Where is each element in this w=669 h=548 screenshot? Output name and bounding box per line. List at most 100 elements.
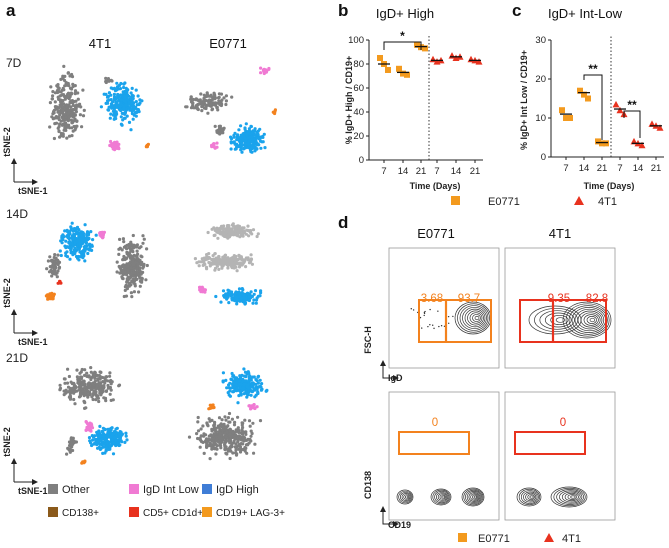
tsne-point: [193, 257, 197, 261]
flow-4t1-igd-contour: [544, 312, 572, 328]
tsne-point: [82, 254, 86, 258]
tsne-point: [128, 243, 132, 247]
tsne-e0771-21d: [187, 367, 269, 461]
panel-c-point: [567, 115, 573, 121]
tsne-point: [118, 237, 122, 241]
flow-event: [438, 325, 440, 328]
tsne-point: [64, 128, 68, 132]
tsne-point: [250, 146, 255, 150]
tsne-point: [210, 427, 214, 431]
tsne-point: [256, 129, 260, 133]
tsne-point: [130, 86, 134, 90]
tsne-point: [79, 105, 83, 109]
tsne-point: [196, 415, 200, 420]
tsne-point: [104, 375, 108, 379]
flow-e0771-cd138-contour: [430, 488, 452, 506]
tsne-point: [218, 443, 222, 447]
tsne-point: [81, 231, 85, 235]
panel-c-xlabel: Time (Days): [584, 181, 635, 191]
tsne-point: [205, 423, 209, 427]
tsne-point: [254, 393, 258, 397]
flow-e0771-igd-gate: [418, 299, 492, 343]
tsne-point: [206, 111, 210, 115]
tsne-point: [230, 441, 234, 446]
flow-event: [429, 308, 431, 311]
tsne-point: [249, 257, 253, 261]
tsne-point: [108, 392, 112, 396]
flow-e0771-cd138-contour: [401, 493, 411, 501]
tsne-point: [46, 259, 51, 263]
flow-4t1-igd-contour: [586, 316, 597, 324]
flow-e0771-cd138-contour: [466, 491, 482, 503]
flow-e0771-cd138-contour: [441, 495, 445, 499]
tsne-point: [226, 391, 230, 395]
tsne-point: [78, 241, 82, 245]
tsne-point: [213, 432, 217, 436]
tsne-point: [90, 426, 95, 430]
tsne-point: [195, 105, 199, 109]
tsne-point: [249, 378, 253, 382]
tsne-point: [220, 428, 225, 433]
tsne-point: [81, 238, 85, 242]
tsne-point: [131, 260, 135, 264]
tsne-point: [236, 438, 240, 442]
tsne-point: [89, 441, 93, 445]
flow-e0771-igd-contour: [462, 306, 487, 330]
tsne-point: [98, 447, 102, 451]
tsne-point: [119, 430, 123, 434]
tsne-point: [255, 296, 259, 300]
flow-e0771-cd138-contour: [465, 489, 483, 505]
tsne-point: [215, 264, 219, 268]
gate-e0771-right-value: 93.7: [458, 293, 480, 305]
tsne-point: [209, 433, 213, 437]
tsne-point: [240, 143, 244, 147]
tsne-point: [227, 411, 232, 416]
tsne-point: [61, 237, 65, 242]
tsne-point: [109, 388, 113, 392]
tsne-point: [111, 100, 115, 104]
legend-a-label-1: IgD Int Low: [143, 484, 199, 496]
tsne-point: [67, 241, 71, 245]
tsne-point: [248, 386, 252, 390]
tsne-point: [185, 105, 189, 109]
tsne-point: [225, 292, 229, 296]
tsne-point: [242, 293, 246, 297]
tsne-axis-x-arrow: [32, 179, 38, 185]
tsne-point: [132, 290, 136, 294]
tsne-point: [258, 378, 262, 382]
tsne-point: [55, 275, 59, 279]
tsne-point: [216, 236, 220, 240]
panel-c-xtick-label: 7: [563, 163, 568, 174]
tsne-4t1-7d-cluster-0: [48, 64, 86, 141]
flow-4t1-igd-contour: [565, 303, 610, 337]
tsne-point: [240, 432, 245, 436]
tsne-point: [118, 102, 123, 106]
panel-b-xtick-label: 14: [451, 166, 462, 177]
tsne-point: [114, 431, 119, 435]
tsne-point: [69, 248, 73, 252]
tsne-point: [122, 245, 126, 249]
tsne-point: [73, 402, 77, 406]
tsne-point: [221, 289, 226, 293]
tsne-point: [217, 95, 221, 99]
tsne-point: [225, 386, 229, 390]
tsne-point: [134, 100, 138, 104]
tsne-4t1-14d-cluster-0: [58, 221, 98, 263]
panel-b-point: [377, 55, 383, 61]
tsne-e0771-14d-cluster-2: [214, 287, 263, 306]
tsne-point: [71, 229, 75, 233]
tsne-point: [200, 289, 204, 293]
panel-c-significance-bracket: [623, 110, 641, 138]
tsne-point: [129, 266, 133, 270]
tsne-point: [103, 378, 107, 382]
tsne-4t1-14d-cluster-3: [98, 230, 106, 240]
tsne-point: [247, 127, 251, 131]
tsne-point: [229, 294, 233, 298]
tsne-point: [251, 389, 255, 393]
tsne-panels: [44, 64, 277, 465]
tsne-point: [238, 375, 243, 379]
tsne-point: [91, 438, 95, 442]
tsne-point: [220, 232, 224, 236]
tsne-point: [203, 290, 207, 294]
panel-b-xtick-label: 7: [381, 166, 386, 177]
